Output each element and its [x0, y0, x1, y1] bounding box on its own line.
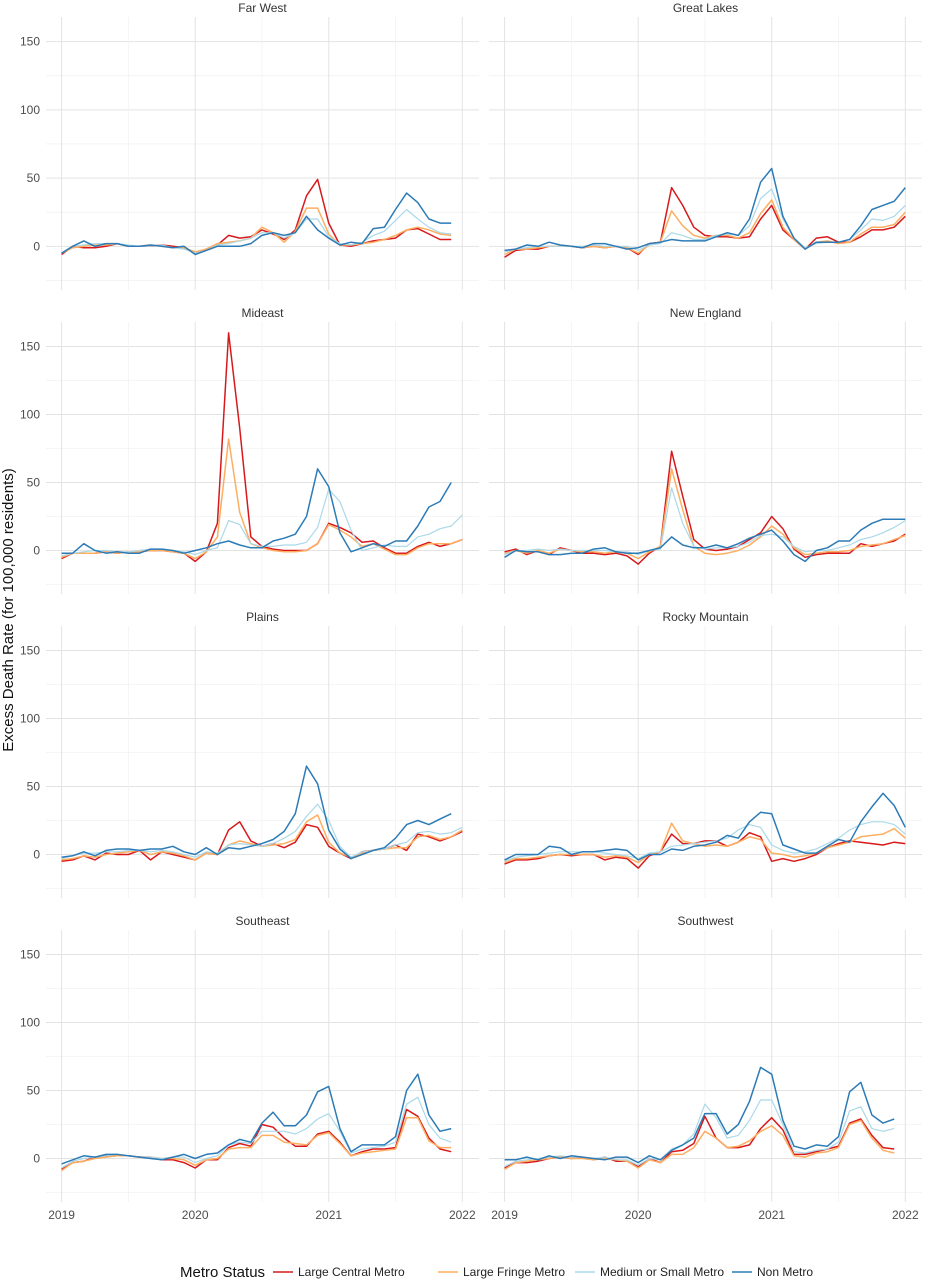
legend: Metro Status Large Central Metro Large Fr…	[180, 1264, 813, 1280]
legend-item: Non Metro	[732, 1265, 813, 1279]
x-tick-label: 2019	[491, 1208, 518, 1222]
legend-label: Non Metro	[757, 1265, 813, 1279]
x-tick-label: 2021	[758, 1208, 785, 1222]
y-tick-label: 50	[27, 475, 41, 489]
panel-southwest: Southwest 2019 2020 2021 2022	[489, 914, 922, 1222]
x-tick-label: 2021	[315, 1208, 342, 1222]
y-tick-label: 50	[27, 171, 41, 185]
y-tick-label: 150	[20, 339, 40, 353]
series-lines	[504, 450, 906, 565]
series-line-non-metro	[61, 192, 452, 256]
y-axis-label: Excess Death Rate (for 100,000 residents…	[0, 468, 17, 751]
legend-item: Large Central Metro	[273, 1265, 405, 1279]
x-tick-label: 2022	[892, 1208, 919, 1222]
gridlines	[489, 322, 922, 594]
y-tick-label: 150	[20, 643, 40, 657]
series-line-medium-or-small-metro	[61, 488, 463, 557]
series-line-medium-or-small-metro	[61, 208, 452, 254]
panel-title: Plains	[246, 610, 279, 624]
y-tick-label: 150	[20, 35, 40, 49]
panel-far-west: Far West 0 50 100 150	[20, 1, 479, 290]
gridlines	[489, 930, 922, 1202]
series-line-non-metro	[504, 1066, 895, 1164]
series-line-medium-or-small-metro	[504, 487, 906, 556]
series-line-medium-or-small-metro	[504, 821, 906, 862]
y-tick-label: 100	[20, 1015, 40, 1029]
series-line-non-metro	[61, 468, 452, 554]
series-line-non-metro	[504, 792, 906, 861]
panel-great-lakes: Great Lakes	[489, 1, 922, 290]
series-line-large-central-metro	[504, 831, 906, 869]
panel-southeast: Southeast 0 50 100 150 2019 2020 2021 2022	[20, 914, 479, 1222]
series-line-non-metro	[504, 518, 906, 563]
panel-title: Far West	[238, 1, 287, 15]
gridlines	[46, 17, 479, 290]
gridlines	[489, 626, 922, 898]
series-line-medium-or-small-metro	[504, 1099, 895, 1168]
series-lines	[61, 332, 463, 563]
series-lines	[504, 1066, 895, 1171]
legend-title: Metro Status	[180, 1264, 265, 1280]
panel-title: Mideast	[241, 306, 284, 320]
x-tick-label: 2022	[449, 1208, 476, 1222]
series-lines	[504, 792, 906, 869]
y-tick-label: 100	[20, 711, 40, 725]
series-lines	[61, 765, 463, 863]
y-tick-label: 150	[20, 947, 40, 961]
panel-plains: Plains 0 50 100 150	[20, 610, 479, 898]
y-tick-label: 0	[33, 543, 40, 557]
y-tick-label: 100	[20, 103, 40, 117]
facet-panels: Far West 0 50 100 150 Great Lakes Mideast 0 50 10…	[20, 1, 922, 1222]
panel-title: Rocky Mountain	[662, 610, 748, 624]
series-lines	[61, 1073, 452, 1172]
panel-rocky-mountain: Rocky Mountain	[489, 610, 922, 898]
y-tick-label: 0	[33, 847, 40, 861]
series-lines	[61, 178, 452, 256]
series-line-medium-or-small-metro	[61, 803, 463, 860]
panel-title: Great Lakes	[673, 1, 738, 15]
y-tick-label: 50	[27, 779, 41, 793]
legend-label: Large Fringe Metro	[463, 1265, 565, 1279]
panel-title: Southeast	[235, 914, 290, 928]
y-tick-label: 50	[27, 1083, 41, 1097]
panel-title: New England	[670, 306, 741, 320]
legend-label: Medium or Small Metro	[600, 1265, 724, 1279]
y-tick-label: 0	[33, 239, 40, 253]
series-line-non-metro	[504, 167, 906, 252]
legend-item: Large Fringe Metro	[438, 1265, 565, 1279]
x-tick-label: 2019	[48, 1208, 75, 1222]
series-line-non-metro	[61, 765, 452, 860]
gridlines	[46, 322, 479, 594]
y-tick-label: 0	[33, 1151, 40, 1165]
series-line-large-fringe-metro	[61, 1116, 452, 1172]
legend-label: Large Central Metro	[298, 1265, 405, 1279]
series-line-non-metro	[61, 1073, 452, 1165]
y-tick-label: 100	[20, 407, 40, 421]
panel-new-england: New England	[489, 306, 922, 594]
gridlines	[489, 17, 922, 290]
panel-title: Southwest	[677, 914, 734, 928]
gridlines	[46, 626, 479, 898]
x-tick-label: 2020	[625, 1208, 652, 1222]
series-line-large-central-metro	[61, 178, 452, 256]
gridlines	[46, 930, 479, 1202]
series-lines	[504, 167, 906, 258]
series-line-large-fringe-metro	[504, 1119, 895, 1171]
legend-item: Medium or Small Metro	[575, 1265, 724, 1279]
x-tick-label: 2020	[182, 1208, 209, 1222]
panel-mideast: Mideast 0 50 100 150	[20, 306, 479, 594]
